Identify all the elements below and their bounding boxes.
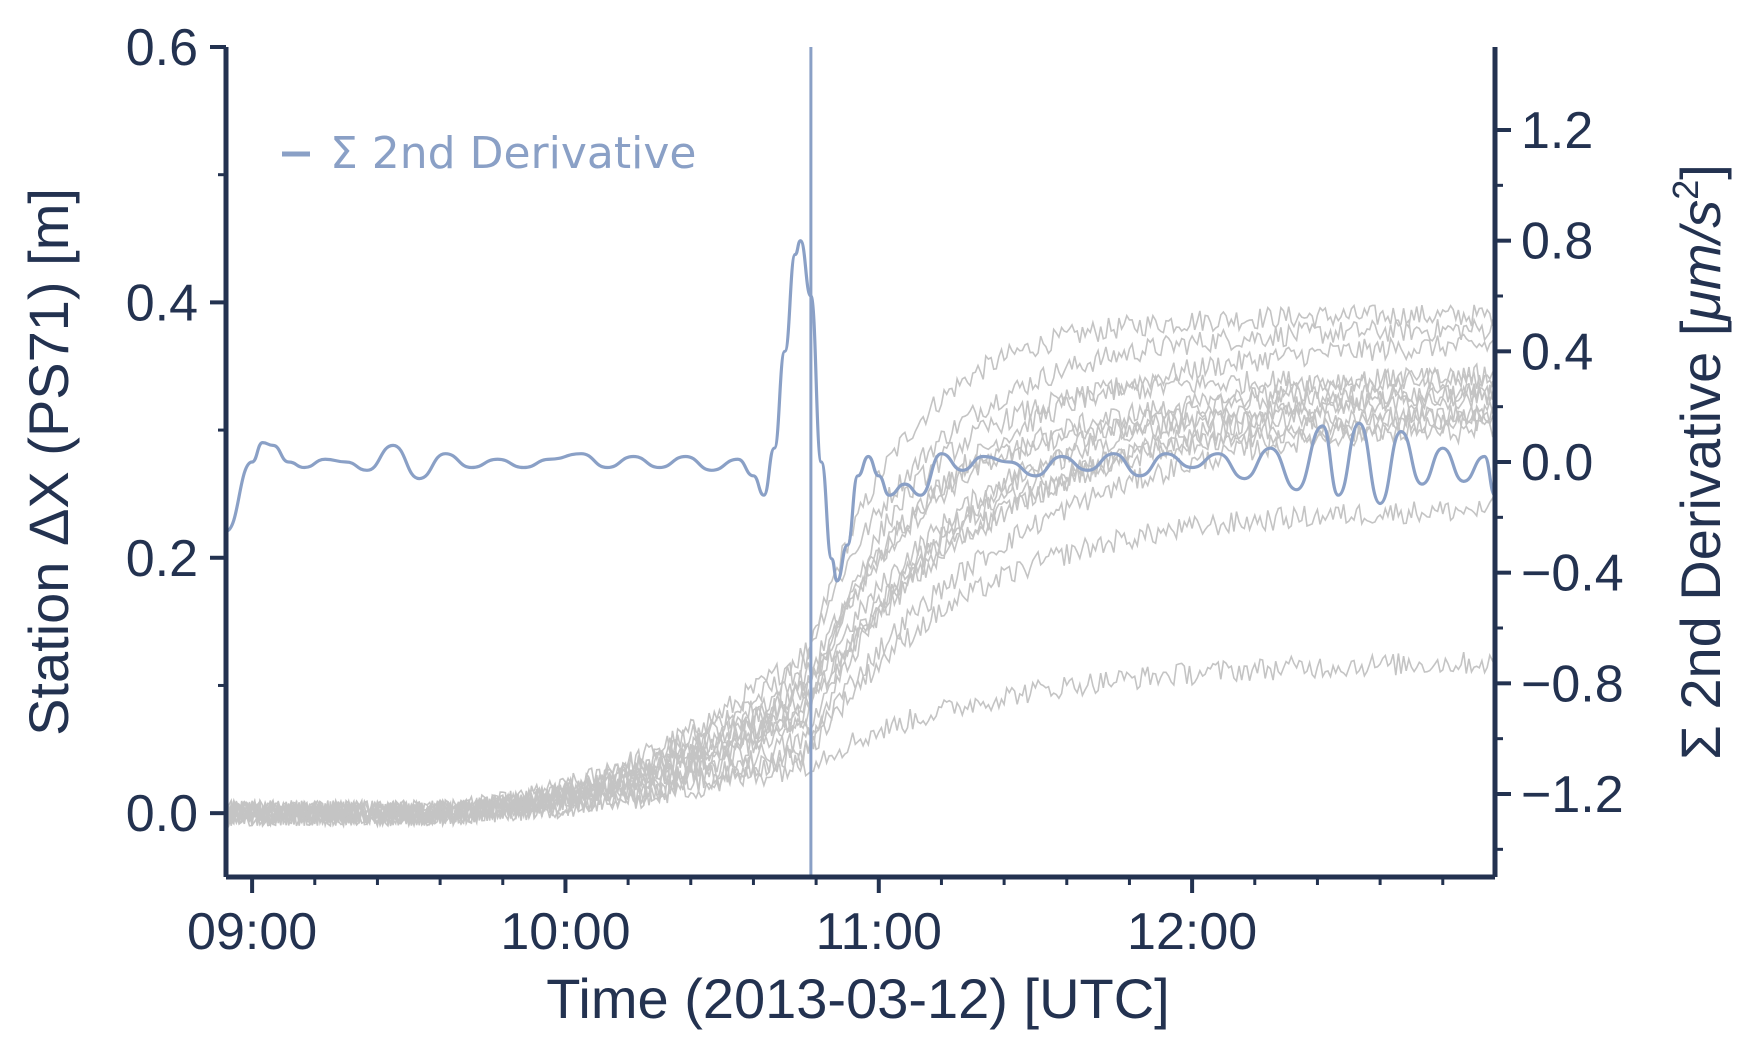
y-right-tick-label: 0.4 [1521,323,1593,381]
station-series-line [225,651,1496,828]
ticks-group: 09:00 10:00 11:00 12:00 0.0 0.2 0.4 0.6 −1.2 −0.8… [126,19,1624,961]
derivative-series-line [225,239,1497,583]
y-right-tick-label: −0.8 [1521,655,1624,713]
station-series-line [225,303,1496,828]
station-series-line [225,399,1496,827]
station-series-line [225,419,1496,828]
y-axis-right-label-unit: μm/s [1669,200,1732,323]
legend-label: Σ 2nd Derivative [330,128,696,179]
station-series-line [225,403,1496,829]
y-axis-right-label-suffix: ] [1669,164,1732,180]
y-left-tick-label: 0.6 [126,19,198,77]
x-tick-label: 12:00 [1127,903,1257,961]
y-right-tick-label: 0.8 [1521,213,1593,271]
derivative-series-group [225,239,1497,583]
y-right-tick-label: −1.2 [1521,766,1624,824]
y-axis-left-label: Station ΔX (PS71) [m] [17,188,80,736]
y-axis-right-label-prefix: Σ 2nd Derivative [ [1669,320,1732,760]
y-right-tick-label: 0.0 [1521,434,1593,492]
station-series-line [225,362,1496,828]
y-axis-right-label-power: 2 [1665,180,1706,200]
y-left-tick-label: 0.0 [126,785,198,843]
y-left-tick-label: 0.4 [126,274,198,332]
y-left-tick-label: 0.2 [126,530,198,588]
y-right-tick-label: −0.4 [1521,545,1624,603]
y-axis-right-label: Σ 2nd Derivative [μm/s2] [1665,164,1732,760]
x-tick-label: 10:00 [500,903,630,961]
station-series-group [225,303,1496,829]
x-axis-label: Time (2013-03-12) [UTC] [546,967,1169,1030]
y-right-tick-label: 1.2 [1521,102,1593,160]
legend: Σ 2nd Derivative [282,128,696,179]
x-tick-label: 09:00 [187,903,317,961]
station-series-line [225,496,1496,829]
x-tick-label: 11:00 [816,903,942,961]
